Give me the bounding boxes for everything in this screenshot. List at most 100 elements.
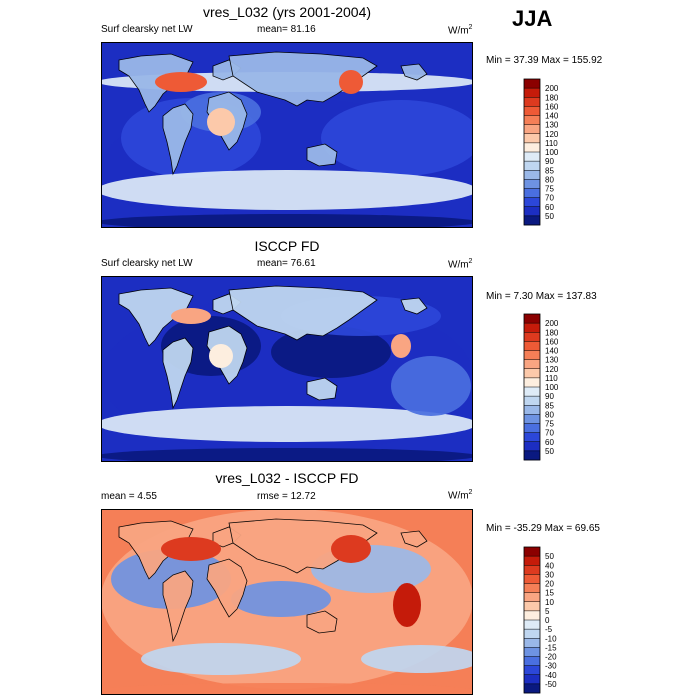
coastline — [228, 285, 378, 341]
land-contour — [209, 344, 233, 368]
panel2-variable-label: Surf clearsky net LW — [101, 258, 193, 269]
panel2-mean-label: mean= 76.61 — [257, 258, 316, 269]
colorbar-tick-label: 10 — [545, 598, 554, 607]
panel3-rmse-label: rmse = 12.72 — [257, 491, 316, 502]
colorbar-tick-label: -20 — [545, 653, 557, 662]
colorbar-swatch — [524, 124, 540, 135]
panel1-map — [101, 42, 473, 228]
colorbar-tick-label: 80 — [545, 175, 554, 184]
colorbar-swatch — [524, 359, 540, 370]
colorbar-swatch — [524, 323, 540, 333]
colorbar-swatch — [524, 638, 540, 648]
colorbar-swatch — [524, 314, 540, 324]
colorbar-swatch — [524, 629, 540, 639]
colorbar-tick-label: 30 — [545, 570, 554, 579]
contour-region — [231, 581, 331, 617]
colorbar-swatch — [524, 341, 540, 351]
panel1-colorbar: 200 180 160 140 130 120 110 100 90 85 80 75 70 60 50 — [521, 77, 597, 227]
coastline — [400, 530, 428, 548]
colorbar-tick-label: 20 — [545, 580, 554, 589]
colorbar-swatch — [524, 142, 540, 153]
colorbar-swatch — [524, 197, 540, 208]
contour-region — [101, 448, 473, 462]
colorbar-tick-label: 50 — [545, 447, 554, 456]
colorbar-tick-label: 0 — [545, 616, 550, 625]
colorbar-tick-label: 75 — [545, 420, 554, 429]
continents — [118, 518, 428, 643]
colorbar-swatch — [524, 610, 540, 621]
panel3-units: W/m2 — [448, 489, 473, 502]
colorbar-swatch — [524, 396, 540, 406]
panel2-map — [101, 276, 473, 462]
colorbar-swatch — [524, 152, 540, 162]
colorbar-swatch — [524, 405, 540, 415]
contour-region — [271, 326, 391, 378]
colorbar-swatch — [524, 647, 540, 657]
panel1-map-svg — [101, 42, 473, 228]
land-contour — [391, 334, 411, 358]
land-contour — [331, 535, 371, 563]
contour-region — [101, 214, 473, 228]
panel2-colorbar: 200 180 160 140 130 120 110 100 90 85 80 75 70 60 50 — [521, 312, 597, 462]
colorbar-swatch — [524, 665, 540, 676]
panel3-map-svg — [101, 509, 473, 695]
colorbar-tick-label: 85 — [545, 401, 554, 410]
contour-region — [391, 356, 471, 416]
colorbar-tick-label: 130 — [545, 121, 559, 130]
colorbar-swatch — [524, 377, 540, 388]
colorbar-tick-label: 180 — [545, 93, 559, 102]
colorbar-swatch — [524, 188, 540, 198]
colorbar-swatch — [524, 88, 540, 98]
colorbar-tick-label: 70 — [545, 194, 554, 203]
coastline — [228, 51, 378, 107]
colorbar-swatch — [524, 133, 540, 144]
coastline — [400, 63, 428, 81]
colorbar-tick-label: 120 — [545, 130, 559, 139]
colorbar-tick-label: 160 — [545, 337, 559, 346]
colorbar-tick-label: -40 — [545, 671, 557, 680]
colorbar-tick-label: 90 — [545, 392, 554, 401]
contour-region — [101, 683, 473, 695]
colorbar-tick-label: 140 — [545, 112, 559, 121]
colorbar-swatch — [524, 368, 540, 379]
colorbar-tick-label: 200 — [545, 319, 559, 328]
colorbar-swatch — [524, 179, 540, 189]
colorbar-swatch — [524, 115, 540, 125]
colorbar-tick-label: 15 — [545, 589, 554, 598]
colorbar-swatch — [524, 215, 540, 226]
colorbar-tick-label: -10 — [545, 634, 557, 643]
panel3-map — [101, 509, 473, 695]
colorbar-swatch — [524, 592, 540, 603]
colorbar-swatch — [524, 350, 540, 360]
colorbar-tick-label: 70 — [545, 429, 554, 438]
season-label: JJA — [512, 6, 553, 31]
panel2-title: ISCCP FD — [254, 238, 320, 254]
colorbar-swatch — [524, 547, 540, 557]
coastline — [228, 518, 378, 574]
colorbar-tick-label: 140 — [545, 347, 559, 356]
colorbar-swatch — [524, 332, 540, 342]
colorbar-tick-label: 100 — [545, 148, 559, 157]
coastline — [118, 520, 194, 580]
contour-region — [141, 643, 301, 675]
colorbar-tick-label: 120 — [545, 365, 559, 374]
colorbar-tick-label: -15 — [545, 643, 557, 652]
panel2-map-svg — [101, 276, 473, 462]
colorbar-swatch — [524, 161, 540, 171]
colorbar-tick-label: 85 — [545, 166, 554, 175]
colorbar-tick-label: 130 — [545, 356, 559, 365]
colorbar-tick-label: 60 — [545, 203, 554, 212]
colorbar-swatch — [524, 450, 540, 461]
coastline — [162, 103, 194, 176]
land-contour — [339, 70, 363, 94]
colorbar-tick-label: 60 — [545, 438, 554, 447]
panel1-mean-label: mean= 81.16 — [257, 24, 316, 35]
colorbar-swatch — [524, 79, 540, 89]
coastline — [206, 558, 248, 618]
colorbar-swatch — [524, 97, 540, 107]
colorbar-swatch — [524, 574, 540, 584]
colorbar-swatch — [524, 601, 540, 612]
panel3-minmax: Min = -35.29 Max = 69.65 — [486, 523, 600, 534]
